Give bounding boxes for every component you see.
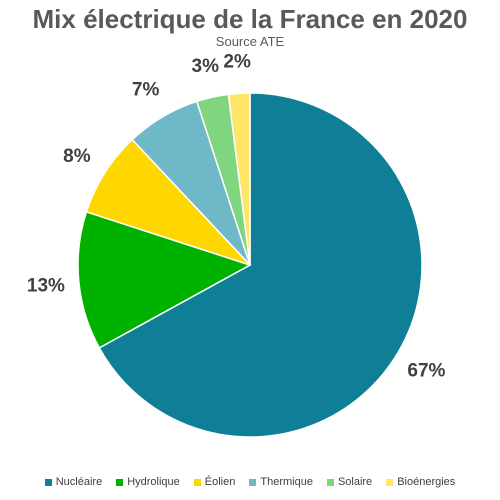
slice-label-0: 67% xyxy=(407,360,445,381)
slice-label-5: 2% xyxy=(223,51,251,72)
legend-label: Hydrolique xyxy=(127,476,180,488)
legend-swatch xyxy=(44,478,52,486)
legend-swatch xyxy=(386,478,394,486)
legend-label: Bioénergies xyxy=(397,476,456,488)
slice-label-4: 3% xyxy=(192,56,220,77)
legend-item-0: Nucléaire xyxy=(44,476,103,488)
legend-item-5: Bioénergies xyxy=(386,476,455,488)
pie-slice-1 xyxy=(77,210,252,349)
legend-swatch xyxy=(326,478,334,486)
legend-item-4: Solaire xyxy=(326,476,373,488)
slice-label-2: 8% xyxy=(63,146,91,167)
pie-slice-5 xyxy=(227,92,251,266)
chart-title: Mix électrique de la France en 2020 xyxy=(32,4,468,34)
legend: Nucléaire Hydrolique Éolien Thermique Solair… xyxy=(0,476,500,488)
pie-slice-0 xyxy=(98,92,423,438)
legend-swatch xyxy=(116,478,124,486)
slice-label-1: 13% xyxy=(27,275,65,296)
legend-swatch xyxy=(193,478,201,486)
legend-item-1: Hydrolique xyxy=(116,476,180,488)
slice-label-3: 7% xyxy=(132,80,160,101)
legend-label: Thermique xyxy=(260,476,313,488)
legend-label: Solaire xyxy=(337,476,373,488)
legend-item-3: Thermique xyxy=(249,476,313,488)
legend-label: Éolien xyxy=(204,476,236,488)
chart-subtitle: Source ATE xyxy=(215,34,285,49)
legend-item-2: Éolien xyxy=(193,476,236,488)
legend-label: Nucléaire xyxy=(55,476,103,488)
legend-swatch xyxy=(249,478,257,486)
